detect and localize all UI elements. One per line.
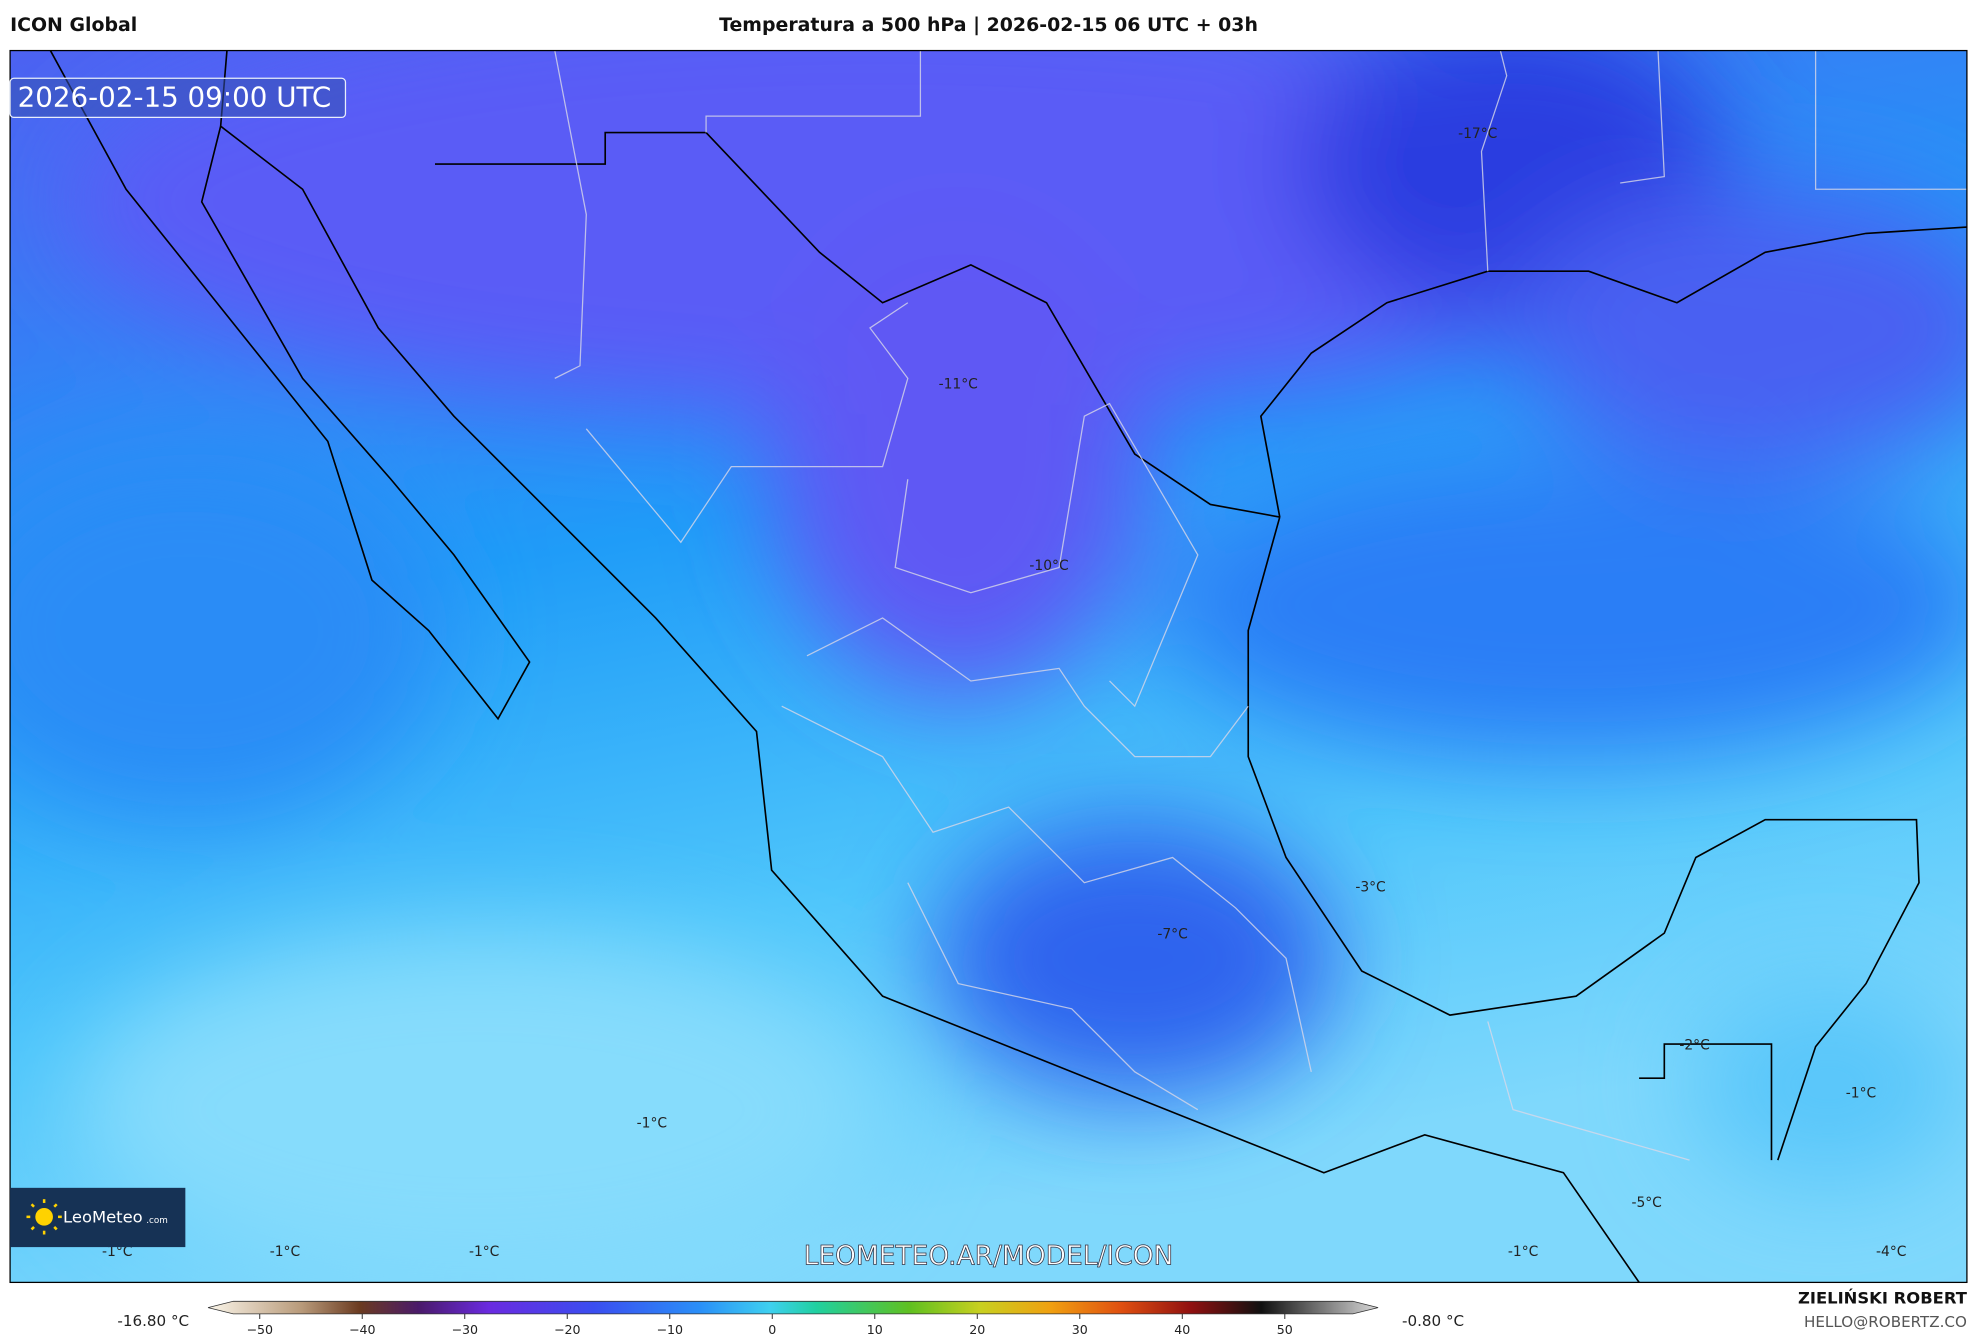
colorbar-tick-label: −20	[554, 1322, 581, 1337]
isotherm-label: -1°C	[469, 1244, 499, 1260]
isotherm-labels: -17°C -11°C -10°C -3°C -7°C -2°C -1°C -1°C -1°C -…	[102, 126, 1906, 1260]
isotherm-label: -1°C	[1508, 1244, 1538, 1260]
logo-name: LeoMeteo	[63, 1208, 143, 1227]
coastlines	[49, 50, 1967, 1283]
colorbar-tick-label: −30	[451, 1322, 478, 1337]
isotherm-label: -7°C	[1157, 926, 1187, 942]
map-frame	[9, 49, 1968, 1284]
isotherm-label: -2°C	[1679, 1037, 1709, 1053]
isotherm-label: -1°C	[270, 1244, 300, 1260]
map-area: -17°C -11°C -10°C -3°C -7°C -2°C -1°C -1°C -1°C -…	[10, 50, 1967, 1283]
colorbar-tick-label: −50	[246, 1322, 273, 1337]
colorbar-max: -0.80 °C	[1402, 1312, 1464, 1330]
isotherm-label: -5°C	[1631, 1195, 1661, 1211]
colorbar-tick-label: −40	[349, 1322, 376, 1337]
isotherm-label: -1°C	[102, 1244, 132, 1260]
model-name: ICON Global	[10, 14, 137, 36]
colorbar	[207, 1300, 1379, 1315]
logo-rays	[26, 1199, 62, 1235]
watermark: LEOMETEO.AR/MODEL/ICON	[804, 1241, 1174, 1272]
isotherm-label: -11°C	[939, 377, 978, 393]
logo-suffix: .com	[146, 1216, 168, 1226]
colorbar-tick-label: 50	[1277, 1322, 1293, 1337]
colorbar-tick-label: 0	[768, 1322, 776, 1337]
temperature-field	[10, 50, 1967, 1283]
email: HELLO@ROBERTZ.CO	[1804, 1313, 1967, 1331]
isotherm-label: -17°C	[1458, 126, 1497, 142]
colorbar-ticks: −50 −40 −30 −20 −10 0 10 20 30 40 50	[246, 1313, 1293, 1337]
colorbar-tick-label: 20	[969, 1322, 985, 1337]
colorbar-tick-label: 30	[1072, 1322, 1088, 1337]
colorbar-min: -16.80 °C	[117, 1312, 189, 1330]
isotherm-label: -1°C	[637, 1116, 667, 1132]
colorbar-tick-label: 40	[1174, 1322, 1190, 1337]
timestamp-box	[9, 77, 347, 119]
colorbar-tick-label: 10	[867, 1322, 883, 1337]
isotherm-label: -1°C	[1846, 1085, 1876, 1101]
logo-sun	[35, 1208, 53, 1226]
isotherm-label: -3°C	[1355, 880, 1385, 896]
map-title: Temperatura a 500 hPa | 2026-02-15 06 UT…	[719, 14, 1258, 36]
author: ZIELIŃSKI ROBERT	[1798, 1288, 1968, 1307]
timestamp: 2026-02-15 09:00 UTC	[18, 80, 332, 113]
colorbar-tick-label: −10	[656, 1322, 683, 1337]
isotherm-label: -4°C	[1876, 1244, 1906, 1260]
isotherm-label: -10°C	[1029, 558, 1068, 574]
admin-borders	[554, 50, 1967, 1161]
